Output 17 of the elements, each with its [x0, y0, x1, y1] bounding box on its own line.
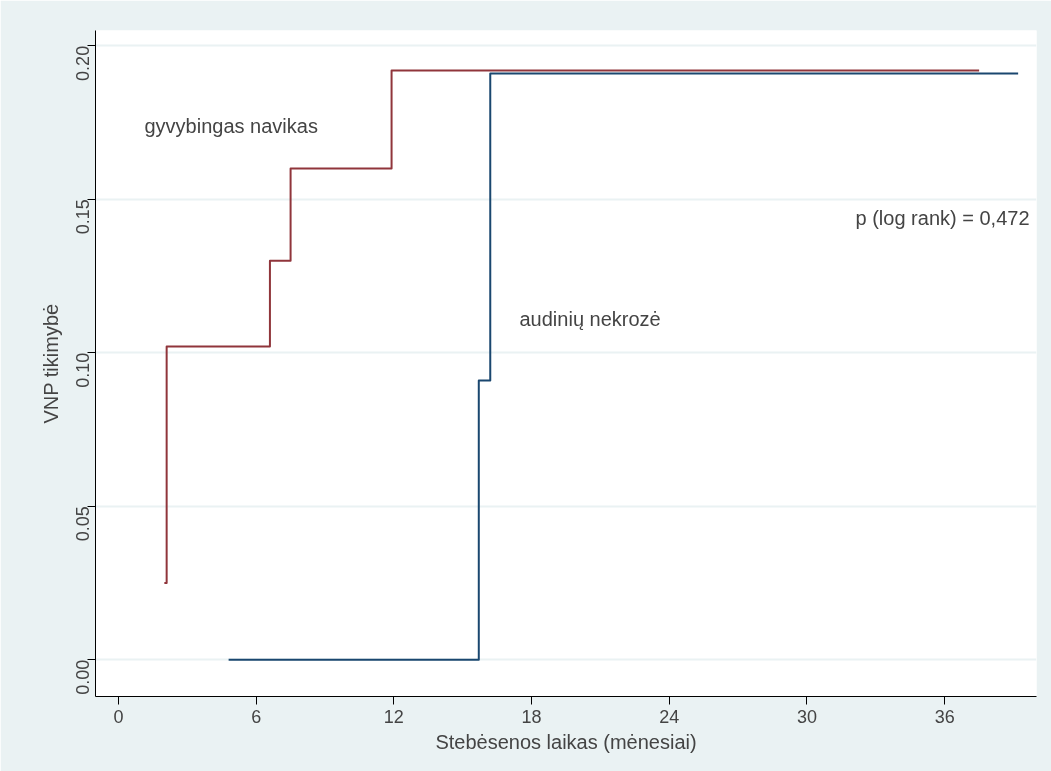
- annotation: gyvybingas navikas: [144, 114, 318, 137]
- annotation: audinių nekrozė: [519, 307, 661, 330]
- x-tick-label: 6: [251, 706, 262, 727]
- x-tick-label: 0: [113, 706, 124, 727]
- x-tick-label: 24: [659, 706, 680, 727]
- annotation: p (log rank) = 0,472: [855, 206, 1030, 229]
- x-tick-label: 18: [521, 706, 542, 727]
- x-axis-title: Stebėsenos laikas (mėnesiai): [435, 730, 697, 753]
- y-axis-title: VNP tikimybė: [39, 303, 62, 424]
- x-tick-label: 36: [934, 706, 955, 727]
- x-tick-label: 30: [796, 706, 818, 727]
- y-tick-label: 0.10: [73, 352, 93, 388]
- y-tick-label: 0.05: [73, 506, 93, 542]
- y-tick-label: 0.15: [73, 199, 93, 235]
- y-tick-label: 0.00: [73, 659, 93, 695]
- y-tick-label: 0.20: [73, 45, 93, 81]
- x-tick-label: 12: [383, 706, 404, 727]
